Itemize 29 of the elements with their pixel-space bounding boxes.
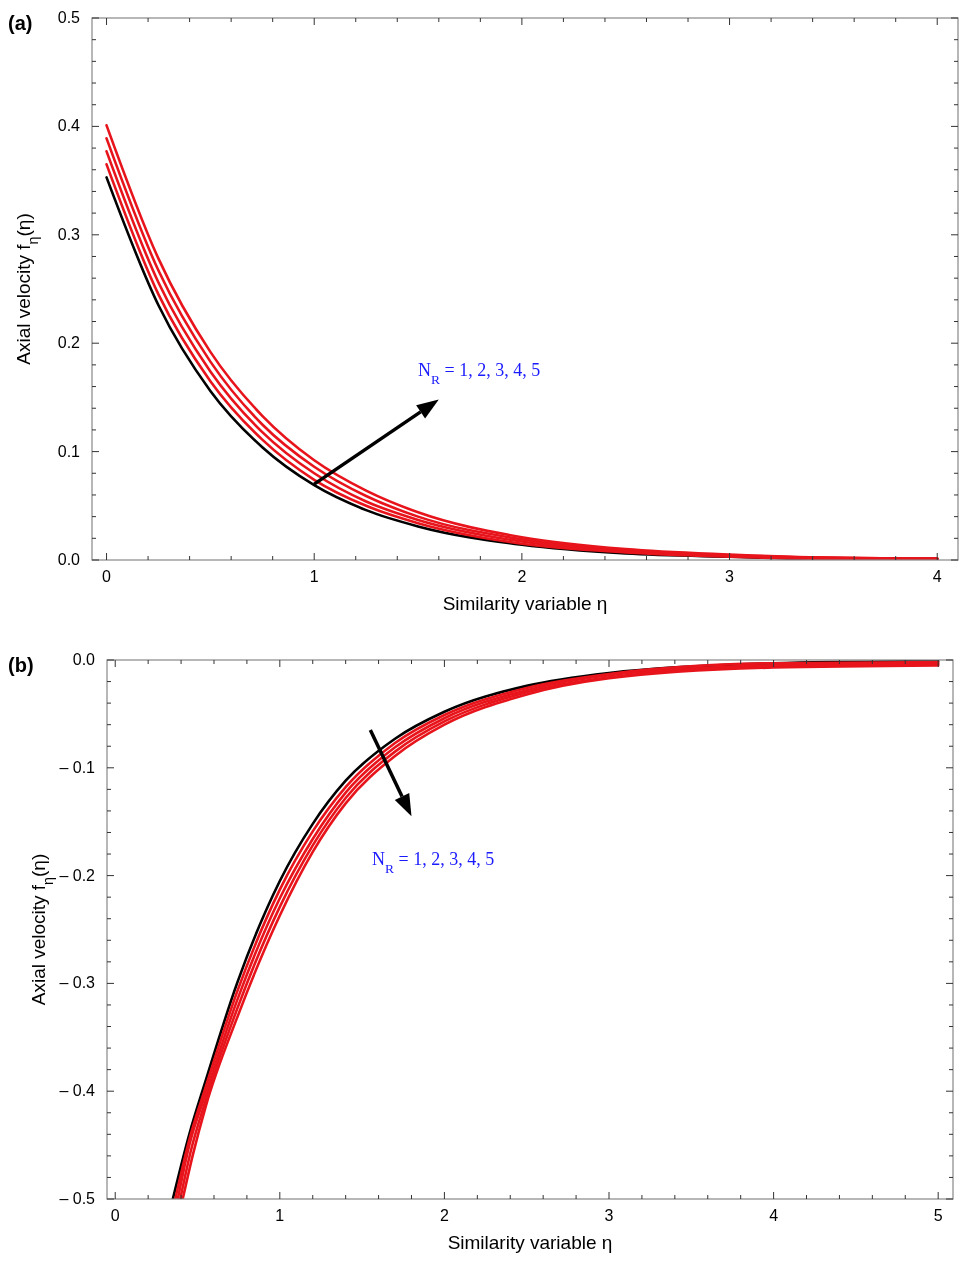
y-tick-label: 0.4 — [57, 117, 81, 135]
x-tick-label: 4 — [932, 568, 942, 585]
x-tick-label: 2 — [517, 568, 527, 585]
chart-title: (b) — [8, 654, 34, 676]
y-tick-label: 0.1 — [57, 442, 81, 460]
x-tick-label: 0 — [102, 568, 112, 585]
x-tick-label: 5 — [933, 1207, 943, 1224]
y-tick-label: 0.2 — [57, 334, 81, 352]
x-tick-label: 3 — [604, 1207, 614, 1224]
x-axis-title: Similarity variable η — [447, 1232, 613, 1253]
x-tick-label: 4 — [769, 1207, 779, 1224]
y-tick-label: – 0.1 — [59, 758, 96, 776]
x-tick-label: 3 — [725, 568, 735, 585]
y-tick-label: 0.3 — [57, 225, 81, 243]
annotation: N$_{R}$ = 1, 2, 3, 4, 5 — [371, 848, 495, 876]
x-axis-title: Similarity variable η — [442, 593, 608, 614]
x-tick-label: 1 — [275, 1207, 285, 1224]
annotation: N$_{R}$ = 1, 2, 3, 4, 5 — [418, 359, 541, 387]
y-tick-label: – 0.3 — [59, 974, 96, 992]
x-tick-label: 0 — [110, 1207, 120, 1224]
x-tick-label: 1 — [309, 568, 319, 585]
x-tick-label: 2 — [439, 1207, 449, 1224]
y-tick-label: 0.0 — [72, 651, 96, 668]
y-tick-label: – 0.5 — [59, 1190, 96, 1207]
y-tick-label: – 0.4 — [59, 1082, 96, 1100]
chart-title: (a) — [8, 12, 33, 34]
y-tick-label: 0.5 — [57, 9, 81, 26]
y-tick-label: – 0.2 — [59, 866, 96, 884]
y-tick-label: 0.0 — [57, 551, 81, 568]
